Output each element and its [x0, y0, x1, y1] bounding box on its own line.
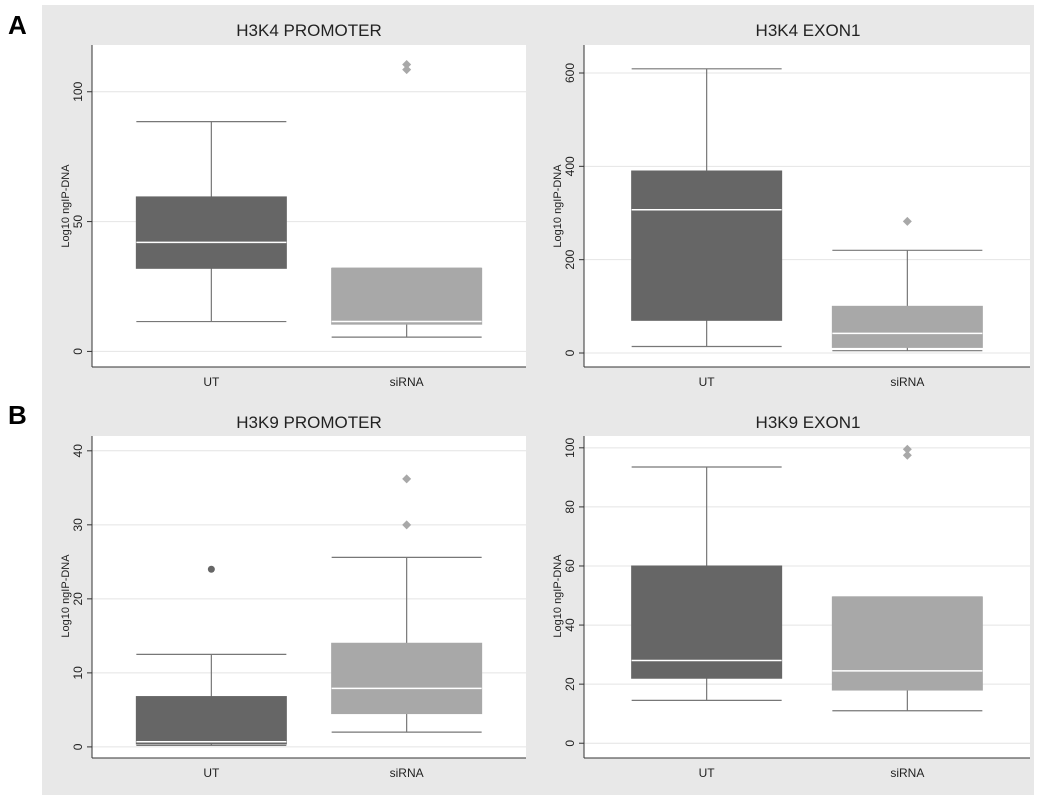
- box-ut: [135, 121, 287, 323]
- box-sirna: [331, 474, 483, 733]
- y-tick-label: 0: [71, 348, 85, 355]
- y-tick-label: 0: [563, 349, 577, 356]
- y-tick-label: 100: [71, 81, 85, 101]
- box-ut: [631, 68, 783, 348]
- iqr-box: [631, 565, 783, 679]
- chart-h3k4-promoter: H3K4 PROMOTER Log10 ngIP-DNA 0 50 100 UT siR…: [60, 21, 526, 389]
- chart-title: H3K4 PROMOTER: [236, 21, 381, 40]
- chart-h3k4-exon1: H3K4 EXON1 Log10 ngIP-DNA 0 200 400 600 UT si…: [552, 21, 1030, 389]
- iqr-box: [135, 696, 287, 745]
- chart-title: H3K9 EXON1: [756, 413, 861, 432]
- box-sirna: [831, 216, 983, 352]
- outlier-point: [207, 565, 215, 573]
- outlier-point: [902, 444, 912, 454]
- panel-letter-b: B: [8, 400, 27, 430]
- y-tick-label: 80: [563, 500, 577, 514]
- y-axis-label: Log10 ngIP-DNA: [60, 164, 72, 248]
- chart-title: H3K9 PROMOTER: [236, 413, 381, 432]
- x-category-label: UT: [203, 375, 220, 389]
- outlier-point: [402, 59, 412, 69]
- y-tick-label: 20: [71, 592, 85, 606]
- x-category-label: UT: [699, 766, 716, 780]
- chart-h3k9-promoter: H3K9 PROMOTER Log10 ngIP-DNA 0 10 20 30 40 UT…: [60, 413, 526, 780]
- y-tick-label: 30: [71, 518, 85, 532]
- box-ut: [135, 565, 287, 747]
- x-category-label: siRNA: [390, 375, 424, 389]
- x-category-label: UT: [699, 375, 716, 389]
- outlier-point: [902, 450, 912, 460]
- y-tick-label: 40: [563, 618, 577, 632]
- iqr-box: [831, 305, 983, 348]
- box-ut: [631, 466, 783, 701]
- x-category-label: siRNA: [390, 766, 424, 780]
- iqr-box: [331, 267, 483, 325]
- panel-letter-a: A: [8, 10, 27, 40]
- y-tick-label: 0: [71, 743, 85, 750]
- y-tick-label: 60: [563, 559, 577, 573]
- y-tick-label: 100: [563, 437, 577, 457]
- box-sirna: [331, 59, 483, 338]
- y-tick-label: 400: [563, 156, 577, 176]
- iqr-box: [135, 196, 287, 269]
- y-tick-label: 40: [71, 444, 85, 458]
- x-category-label: UT: [203, 766, 220, 780]
- x-category-label: siRNA: [890, 375, 924, 389]
- chart-title: H3K4 EXON1: [756, 21, 861, 40]
- y-tick-label: 10: [71, 666, 85, 680]
- iqr-box: [331, 642, 483, 715]
- outlier-point: [402, 520, 412, 530]
- y-tick-label: 20: [563, 677, 577, 691]
- x-category-label: siRNA: [890, 766, 924, 780]
- y-tick-label: 600: [563, 63, 577, 83]
- iqr-box: [631, 170, 783, 321]
- outlier-point: [402, 474, 412, 484]
- y-axis-label: Log10 ngIP-DNA: [60, 554, 72, 638]
- box-sirna: [831, 444, 983, 712]
- y-tick-label: 200: [563, 249, 577, 269]
- y-axis-label: Log10 ngIP-DNA: [552, 164, 564, 248]
- outlier-point: [902, 216, 912, 226]
- y-tick-label: 50: [71, 215, 85, 229]
- chart-h3k9-exon1: H3K9 EXON1 Log10 ngIP-DNA 0 20 40 60 80 100 UT…: [552, 413, 1030, 780]
- y-axis-label: Log10 ngIP-DNA: [552, 554, 564, 638]
- iqr-box: [831, 596, 983, 691]
- y-tick-label: 0: [563, 740, 577, 747]
- outlier-point: [402, 65, 412, 75]
